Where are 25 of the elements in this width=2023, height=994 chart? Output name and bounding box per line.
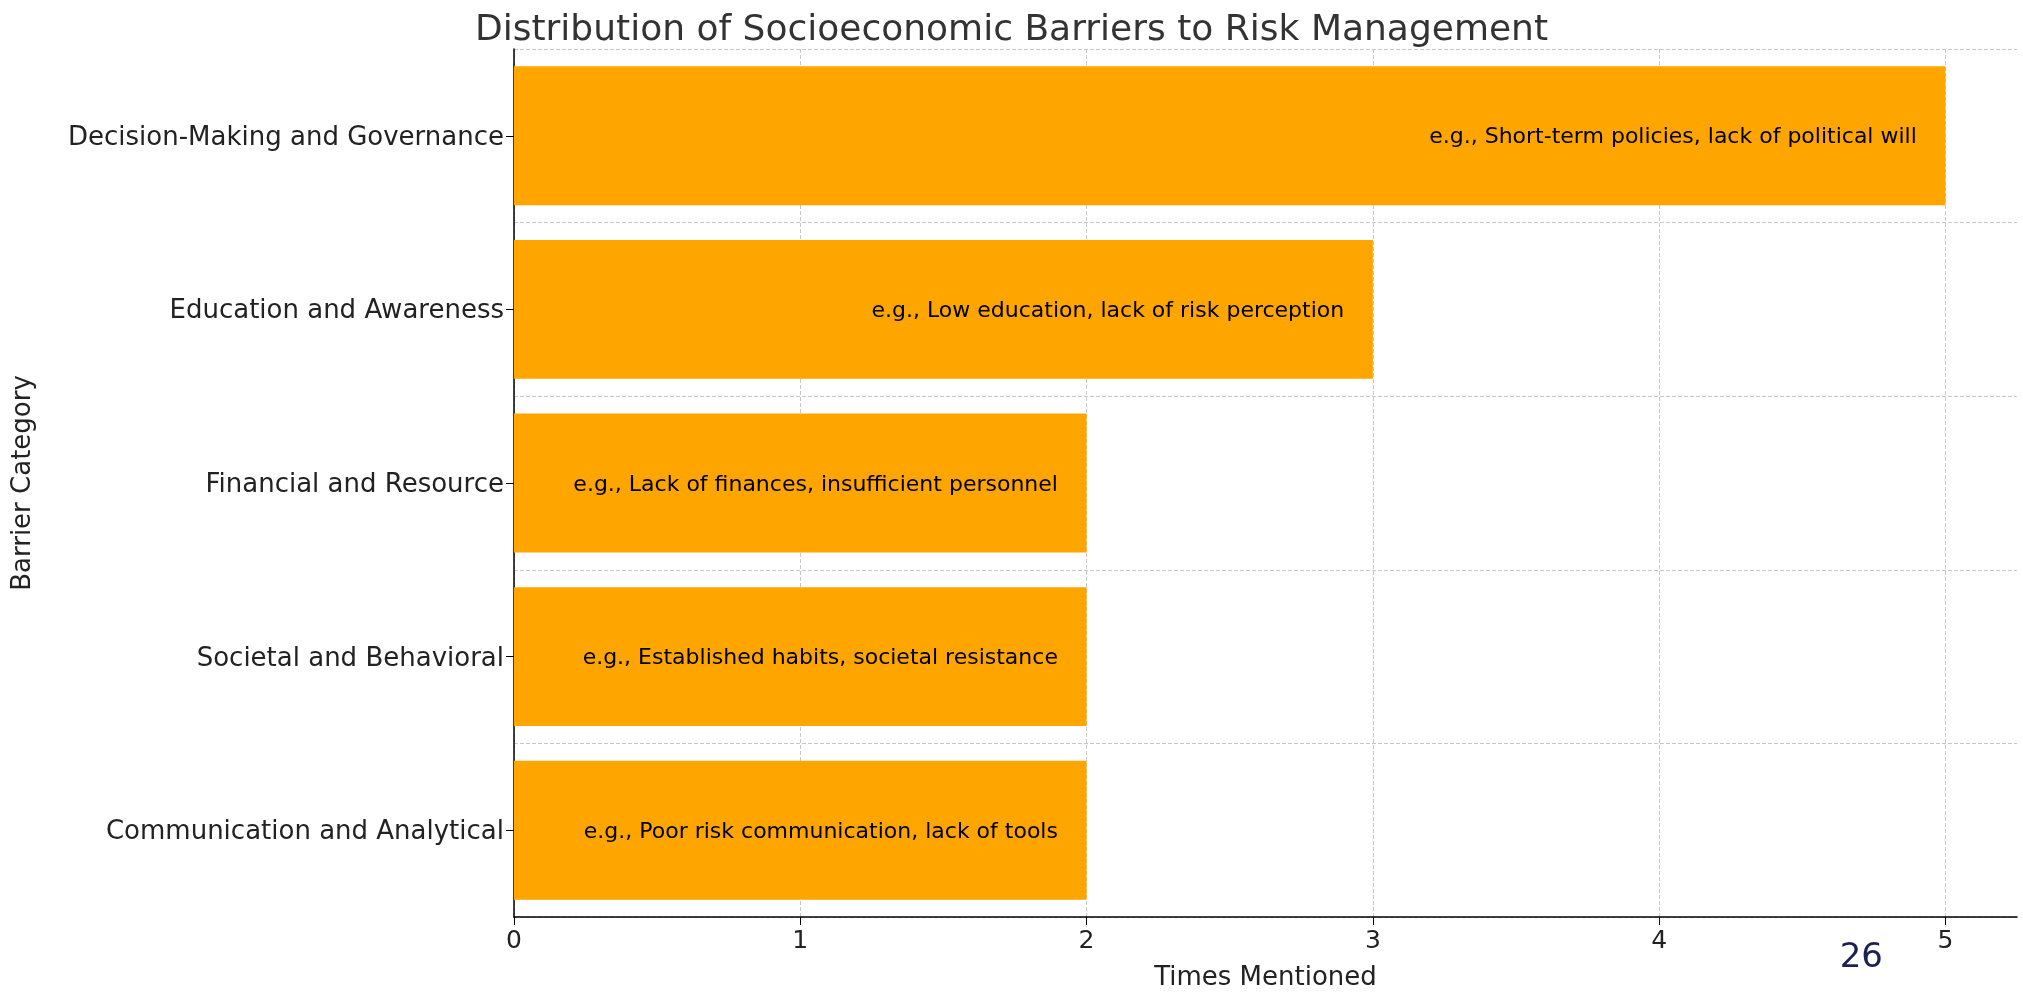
x-tick-label: 1 — [792, 925, 809, 954]
y-tick-label: Education and Awareness — [169, 294, 504, 325]
y-tick-label: Societal and Behavioral — [196, 641, 504, 672]
text: 26 — [1839, 935, 1883, 975]
y-tick-label: Communication and Analytical — [105, 815, 504, 846]
annotation: e.g., Low education, lack of risk perception — [871, 296, 1345, 322]
x-tick-label: 4 — [1651, 925, 1668, 954]
annotation: e.g., Short-term policies, lack of political will — [1429, 123, 1917, 149]
bar — [514, 66, 1946, 206]
annotation: e.g., Poor risk communication, lack of tools — [583, 817, 1058, 843]
x-axis-title: Times Mentioned — [1153, 961, 1377, 991]
x-tick-label: 3 — [1364, 925, 1381, 954]
x-tick-label: 5 — [1937, 925, 1954, 954]
y-axis-title: Barrier Category — [6, 375, 36, 591]
bar — [514, 760, 1087, 900]
x-tick-label: 2 — [1078, 925, 1095, 954]
x-tick-label: 0 — [506, 925, 522, 954]
bar — [514, 587, 1087, 727]
annotation: e.g., Established habits, societal resistance — [582, 644, 1058, 670]
bar — [514, 413, 1087, 553]
y-tick-label: Decision-Making and Governance — [68, 120, 504, 151]
bar — [514, 239, 1373, 379]
chart-title: Distribution of Socioeconomic Barriers to Risk Management — [474, 6, 1549, 48]
annotation: e.g., Lack of finances, insufficient personnel — [573, 470, 1058, 496]
y-tick-label: Financial and Resource — [205, 468, 504, 498]
